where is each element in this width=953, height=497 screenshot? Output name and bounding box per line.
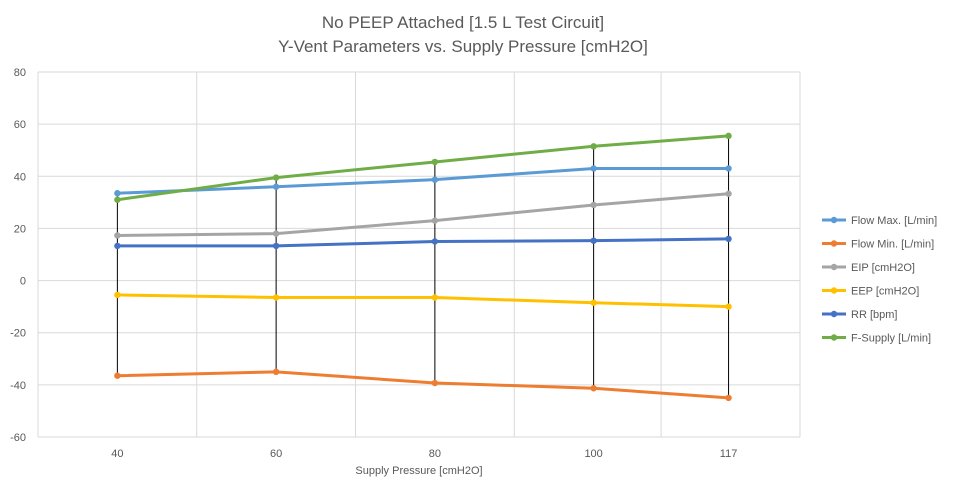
legend-marker <box>830 240 838 247</box>
legend-label: Flow Max. [L/min] <box>851 215 937 227</box>
x-tick-label: 100 <box>584 448 602 460</box>
data-point <box>725 190 732 197</box>
data-point <box>431 379 439 387</box>
series-line <box>115 192 731 237</box>
series-5 <box>114 132 732 203</box>
data-point <box>272 294 280 301</box>
series-group <box>114 132 732 402</box>
y-tick-label: -60 <box>10 432 26 444</box>
y-axis-ticks: -60 -40 -20 0 20 40 60 80 <box>10 67 26 444</box>
data-point <box>590 385 597 392</box>
data-point <box>590 165 597 172</box>
series-1 <box>114 368 732 402</box>
y-tick-label: 20 <box>14 223 26 235</box>
legend-label: EIP [cmH2O] <box>851 262 915 274</box>
legend-item: Flow Min. [L/min] <box>822 239 934 251</box>
legend-marker <box>830 216 838 224</box>
data-point <box>431 176 439 183</box>
y-tick-label: 60 <box>14 119 26 131</box>
data-point <box>725 394 732 402</box>
legend-marker <box>830 263 838 271</box>
series-line <box>115 166 731 195</box>
y-tick-label: 40 <box>14 171 26 183</box>
series-line <box>115 293 731 309</box>
x-axis-title: Supply Pressure [cmH2O] <box>355 465 482 477</box>
legend-item: EIP [cmH2O] <box>822 262 915 274</box>
y-tick-label: 0 <box>20 276 26 288</box>
data-point <box>590 299 597 306</box>
series-3 <box>114 291 732 310</box>
data-point <box>725 132 732 140</box>
x-tick-label: 40 <box>111 448 123 460</box>
data-point <box>725 303 732 310</box>
data-point <box>272 183 280 190</box>
y-tick-label: -40 <box>10 380 26 392</box>
y-tick-label: 80 <box>14 67 26 79</box>
legend-label: EEP [cmH2O] <box>851 286 919 298</box>
gridlines <box>37 71 801 438</box>
data-point <box>431 238 439 245</box>
data-point <box>272 242 280 250</box>
chart-title: No PEEP Attached [1.5 L Test Circuit] <box>322 13 604 32</box>
series-4 <box>114 235 732 250</box>
data-point <box>114 196 121 203</box>
legend: Flow Max. [L/min] Flow Min. [L/min] EIP [c… <box>822 215 937 345</box>
high-low-lines <box>116 135 730 398</box>
legend-marker <box>830 287 838 294</box>
data-point <box>590 201 597 209</box>
data-point <box>590 143 597 150</box>
legend-marker <box>830 334 838 341</box>
data-point <box>431 294 439 301</box>
data-point <box>114 242 121 250</box>
legend-item: Flow Max. [L/min] <box>822 215 937 227</box>
legend-label: Flow Min. [L/min] <box>851 239 934 251</box>
legend-marker <box>830 310 838 318</box>
series-line <box>115 237 731 248</box>
x-tick-label: 80 <box>429 448 441 460</box>
y-tick-label: -20 <box>10 328 26 340</box>
chart-subtitle: Y-Vent Parameters vs. Supply Pressure [c… <box>278 37 648 56</box>
data-point <box>114 291 121 299</box>
x-axis-ticks: 40 60 80 100 117 <box>111 448 737 460</box>
data-point <box>272 368 280 376</box>
legend-item: F-Supply [L/min] <box>822 333 931 345</box>
x-tick-label: 117 <box>720 448 738 460</box>
x-tick-label: 60 <box>270 448 282 460</box>
data-point <box>590 237 597 244</box>
data-point <box>114 232 121 239</box>
data-point <box>272 174 280 181</box>
legend-item: RR [bpm] <box>822 309 897 321</box>
data-point <box>431 158 439 166</box>
data-point <box>725 165 732 172</box>
legend-label: RR [bpm] <box>851 309 897 321</box>
data-point <box>272 230 280 237</box>
data-point <box>114 372 121 379</box>
data-point <box>114 190 121 197</box>
data-point <box>431 217 439 224</box>
legend-label: F-Supply [L/min] <box>851 333 931 345</box>
series-2 <box>114 190 732 239</box>
legend-item: EEP [cmH2O] <box>822 286 919 298</box>
data-point <box>725 235 732 243</box>
series-0 <box>114 165 732 197</box>
